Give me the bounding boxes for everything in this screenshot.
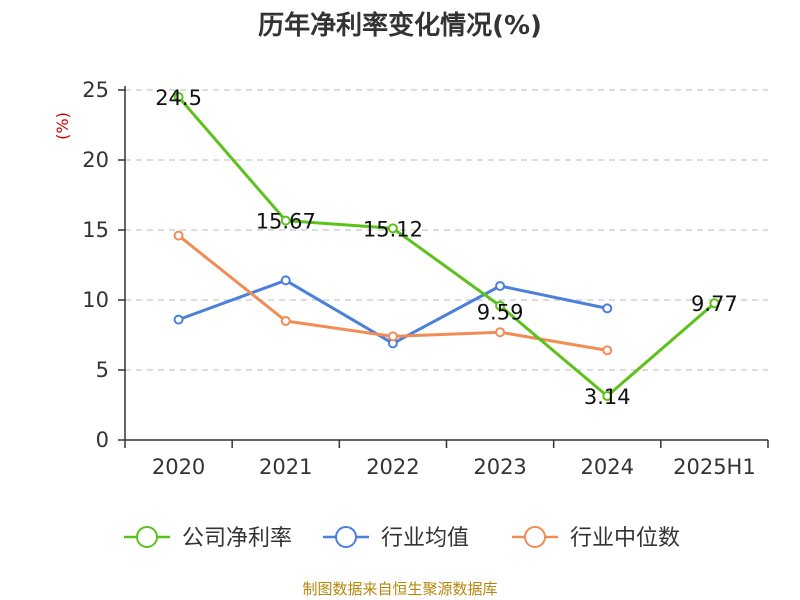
axes [118, 86, 769, 448]
y-tick-label: 0 [96, 428, 109, 452]
legend-swatch-marker [524, 526, 546, 548]
data-point [602, 391, 613, 402]
data-point [173, 314, 184, 325]
x-tick-labels: 2020 2021 2022 2023 2024 2025H1 [152, 455, 756, 479]
series-line [177, 96, 716, 398]
source-note: 制图数据来自恒生聚源数据库 [302, 580, 497, 598]
data-point [173, 92, 184, 102]
x-tick-label: 2024 [581, 455, 634, 479]
data-label: 9.77 [691, 292, 738, 316]
data-point [495, 327, 506, 338]
grid-lines [125, 89, 768, 371]
data-labels: 24.5 15.67 15.12 9.59 3.14 9.77 [155, 86, 738, 409]
legend-entry: 公司净利率 [182, 526, 292, 551]
legend-entry: 行业均值 [381, 526, 469, 551]
x-tick-label: 2025H1 [673, 455, 756, 479]
chart-title: 历年净利率变化情况(%) [258, 10, 542, 41]
data-label: 15.12 [363, 217, 423, 241]
y-tick-label: 5 [96, 358, 109, 382]
data-point [280, 316, 291, 326]
legend-entry: 行业中位数 [570, 526, 680, 551]
data-point [602, 303, 613, 314]
data-label: 15.67 [256, 210, 316, 234]
series-lines [173, 92, 720, 402]
x-tick-label: 2022 [366, 455, 419, 479]
y-tick-label: 20 [82, 148, 109, 172]
data-point [602, 345, 613, 356]
data-label: 3.14 [584, 385, 631, 409]
legend-swatch-marker [335, 526, 357, 548]
legend-swatch-marker [136, 526, 158, 548]
data-point [387, 223, 398, 234]
data-point [280, 215, 291, 226]
data-label: 9.59 [477, 301, 524, 325]
y-tick-label: 10 [82, 288, 109, 312]
x-tick-label: 2020 [152, 455, 205, 479]
data-point [280, 275, 291, 286]
data-point [387, 331, 398, 342]
legend: 公司净利率 行业均值 行业中位数 [124, 526, 680, 551]
y-axis-label: (%) [53, 112, 72, 140]
data-point [173, 230, 184, 241]
data-label: 24.5 [155, 86, 202, 110]
x-tick-label: 2021 [259, 455, 312, 479]
y-tick-labels: 0 5 10 15 20 25 [82, 78, 109, 452]
data-point [495, 300, 506, 311]
data-point [495, 281, 506, 291]
y-tick-label: 25 [82, 78, 109, 102]
x-tick-label: 2023 [473, 455, 526, 479]
y-tick-label: 15 [82, 218, 109, 242]
data-point [709, 298, 720, 309]
